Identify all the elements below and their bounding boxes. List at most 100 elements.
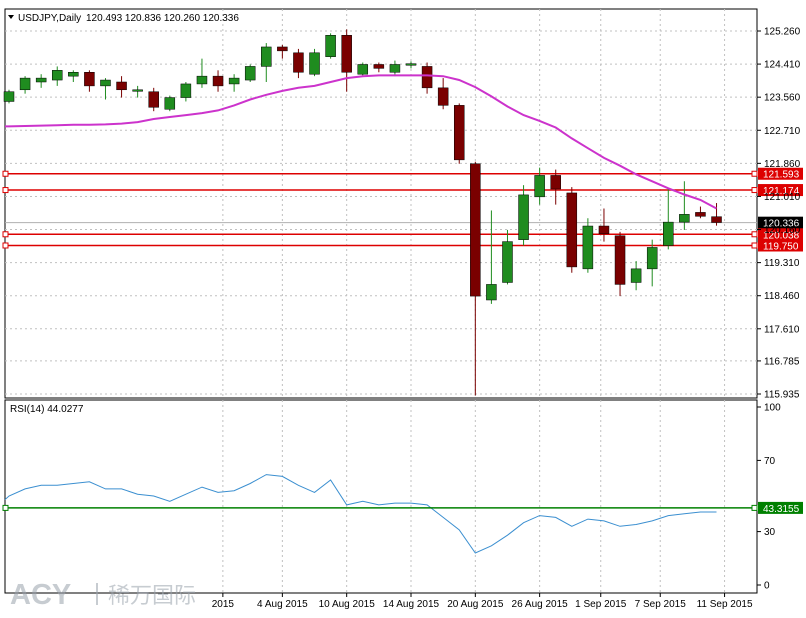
candle-body [566, 192, 578, 268]
symbol-label: USDJPY,Daily [18, 13, 81, 24]
price-tick-label: 121.860 [764, 159, 801, 170]
rsi-line [4, 474, 717, 554]
time-tick-label: 1 Sep 2015 [575, 599, 627, 610]
line-handle [751, 504, 758, 511]
candle-body [35, 77, 47, 83]
candle-body [486, 284, 497, 301]
logo-divider [96, 583, 98, 605]
rsi-tick-label: 0 [764, 581, 770, 592]
ma-line [5, 74, 717, 210]
ohlc-label: 120.493 120.836 120.260 120.336 [86, 13, 239, 24]
candle-body [695, 212, 706, 217]
candle-body [711, 216, 722, 223]
hline-price-label: 121.593 [763, 170, 800, 181]
line-handle [2, 242, 9, 249]
rsi-label: RSI(14) 44.0277 [10, 404, 84, 415]
price-tick-label: 119.310 [764, 258, 800, 269]
candle-body [518, 194, 529, 240]
price-tick-label: 116.785 [764, 356, 800, 367]
hline-price-tag [758, 167, 803, 180]
price-tick-label: 123.560 [764, 93, 801, 104]
time-tick-label: 14 Aug 2015 [383, 599, 440, 610]
hline-price-label: 120.038 [763, 230, 800, 241]
time-tick-label: 11 Sep 2015 [697, 599, 753, 610]
candle-body [164, 97, 176, 110]
line-handle [2, 504, 9, 511]
candle-body [325, 35, 336, 57]
line-handle [2, 187, 9, 194]
candle-body [293, 52, 304, 73]
line-handle [2, 231, 9, 238]
candle-body [582, 225, 594, 270]
candle-body [373, 64, 385, 69]
hline-price-label: 121.174 [763, 186, 800, 197]
candle-body [341, 35, 352, 73]
candle-body [389, 64, 401, 73]
current-price-label: 120.336 [763, 219, 800, 230]
rsi-indicator: 43.3155 [2, 474, 803, 554]
rsi-tick-label: 100 [764, 403, 781, 414]
price-tick-label: 115.935 [764, 390, 800, 401]
candle-body [228, 77, 240, 85]
candle-body [614, 235, 626, 285]
price-tick-label: 118.460 [764, 291, 800, 302]
time-tick-label: 2015 [212, 599, 235, 610]
candles [3, 29, 722, 396]
candle-body [453, 105, 465, 161]
price-tick-label: 121.010 [764, 192, 801, 203]
candle-body [598, 225, 610, 235]
candle-body [100, 79, 111, 87]
hline-price-tag [758, 184, 803, 197]
axes: 125.260 124.410 123.560 122.710 121.860 121.0… [212, 27, 801, 611]
time-tick-label: 7 Sep 2015 [635, 599, 687, 610]
candle-body [663, 221, 674, 246]
rsi-tick-label: 30 [764, 527, 776, 538]
rsi-level-tag [758, 501, 803, 514]
dropdown-arrow-icon[interactable] [8, 15, 14, 19]
main-chart-area [4, 8, 758, 399]
rsi-level-value: 43.3155 [763, 504, 800, 515]
current-price-tag [758, 216, 803, 229]
candle-body [84, 72, 95, 87]
candle-body [19, 77, 31, 91]
hline-price-tag [758, 228, 803, 241]
moving-average [5, 74, 717, 210]
candle-body [180, 83, 192, 98]
candle-body [646, 247, 658, 270]
candle-body [357, 64, 369, 75]
candle-body [421, 66, 433, 89]
candle-body [148, 91, 159, 108]
candle-body [116, 81, 127, 91]
line-handle [751, 242, 758, 249]
time-tick-label: 26 Aug 2015 [512, 599, 569, 610]
candle-body [132, 89, 143, 92]
time-tick-label: 4 Aug 2015 [257, 599, 308, 610]
candle-body [261, 46, 272, 67]
candle-body [470, 163, 481, 297]
hline-price-tag [758, 239, 803, 252]
candle-body [550, 175, 561, 190]
candle-body [196, 75, 208, 85]
candle-body [437, 87, 449, 106]
acy-logo: ACY 稀万国际 [10, 579, 196, 611]
line-handle [751, 187, 758, 194]
price-tick-label: 125.260 [764, 27, 801, 38]
candle-body [534, 175, 545, 198]
candle-body [212, 75, 224, 87]
line-handle [751, 170, 758, 177]
candle-body [68, 72, 79, 77]
candle-body [51, 70, 63, 81]
price-tick-label: 120.160 [764, 225, 801, 236]
price-tick-label: 117.610 [764, 324, 800, 335]
candle-body [405, 63, 417, 66]
candle-body [679, 214, 690, 223]
line-handle [2, 170, 9, 177]
price-tick-label: 122.710 [764, 126, 801, 137]
candle-body [630, 268, 642, 283]
line-handle [751, 231, 758, 238]
candle-body [277, 46, 288, 52]
logo-brand: ACY [10, 579, 71, 611]
hline-price-label: 119.750 [763, 241, 799, 252]
